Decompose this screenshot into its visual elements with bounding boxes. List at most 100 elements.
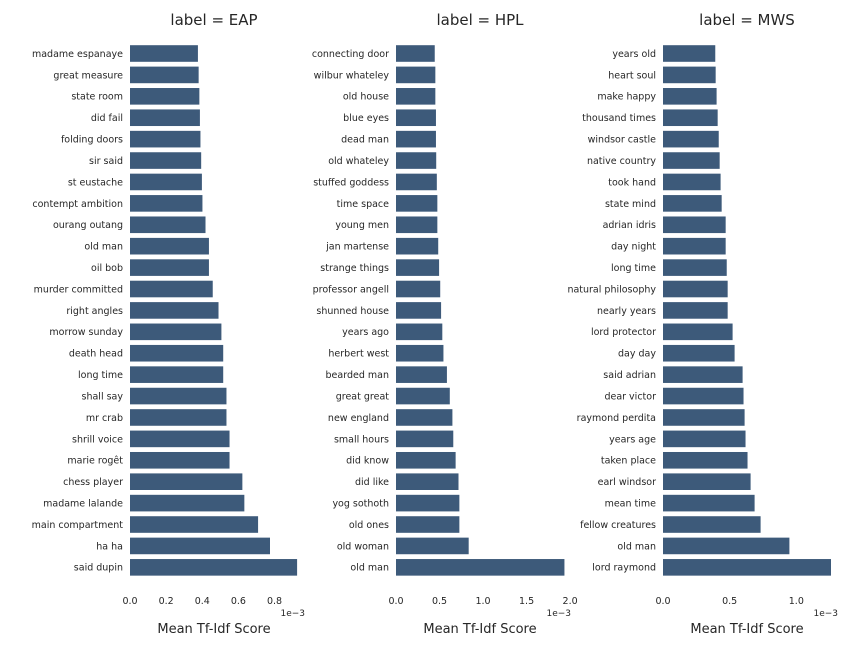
category-label-8: young men <box>335 220 389 231</box>
bar-1 <box>663 66 716 84</box>
bar-16 <box>396 387 450 405</box>
x-tick-label-4: 0.8 <box>267 596 282 607</box>
category-label-0: years old <box>612 49 656 60</box>
category-label-20: chess player <box>63 477 123 488</box>
bar-13 <box>396 323 443 341</box>
category-label-4: folding doors <box>61 135 123 146</box>
bar-12 <box>130 302 219 319</box>
category-label-19: did know <box>346 456 389 467</box>
bar-2 <box>663 88 717 105</box>
category-label-23: ha ha <box>96 541 123 552</box>
category-label-4: windsor castle <box>588 135 657 146</box>
category-label-21: yog sothoth <box>332 499 389 510</box>
bar-18 <box>663 430 746 448</box>
bar-11 <box>396 280 441 298</box>
category-label-2: state room <box>71 92 123 103</box>
category-label-15: bearded man <box>326 370 389 381</box>
category-label-6: took hand <box>608 177 656 188</box>
bar-14 <box>130 344 224 362</box>
chart-title: label = HPL <box>436 11 524 29</box>
bar-17 <box>396 409 453 426</box>
category-label-17: new england <box>328 413 389 424</box>
bar-22 <box>396 516 460 533</box>
category-label-16: great great <box>336 391 390 402</box>
category-label-21: mean time <box>605 499 657 510</box>
category-label-9: day night <box>611 242 656 253</box>
bar-7 <box>396 195 438 212</box>
x-tick-label-4: 2.0 <box>563 596 578 607</box>
category-label-3: blue eyes <box>343 113 389 124</box>
category-label-13: lord protector <box>591 327 656 338</box>
category-label-7: contempt ambition <box>32 199 123 210</box>
bar-21 <box>663 494 755 512</box>
category-label-24: lord raymond <box>592 563 656 574</box>
category-label-12: nearly years <box>597 306 656 317</box>
category-label-14: day day <box>618 349 656 360</box>
category-label-5: old whateley <box>328 156 389 167</box>
bar-3 <box>663 109 718 127</box>
bar-11 <box>130 280 213 298</box>
category-label-19: marie rogêt <box>67 456 123 467</box>
x-tick-label-1: 0.2 <box>159 596 174 607</box>
bar-9 <box>663 237 726 255</box>
bar-23 <box>663 537 790 555</box>
bar-19 <box>663 451 748 469</box>
bar-11 <box>663 280 728 298</box>
category-label-12: right angles <box>66 306 123 317</box>
x-scale-label: 1e−3 <box>813 609 838 619</box>
bar-6 <box>130 173 202 191</box>
category-label-5: native country <box>587 156 656 167</box>
bar-1 <box>130 66 199 84</box>
bar-0 <box>396 45 435 62</box>
bar-23 <box>396 537 469 555</box>
bar-23 <box>130 537 270 555</box>
bar-13 <box>663 323 733 341</box>
category-label-2: make happy <box>597 92 656 103</box>
bar-4 <box>130 130 201 148</box>
bar-7 <box>663 195 722 212</box>
category-label-19: taken place <box>601 456 656 467</box>
category-label-13: years ago <box>342 327 389 338</box>
category-label-14: death head <box>69 349 123 360</box>
bar-20 <box>663 473 751 490</box>
x-scale-label: 1e−3 <box>546 609 571 619</box>
bar-22 <box>130 516 259 533</box>
bar-10 <box>663 259 727 276</box>
category-label-0: madame espanaye <box>32 49 123 60</box>
bar-20 <box>130 473 243 490</box>
category-label-16: dear victor <box>604 391 656 402</box>
category-label-15: said adrian <box>603 370 656 381</box>
bar-12 <box>396 302 442 319</box>
bar-14 <box>396 344 444 362</box>
category-label-17: mr crab <box>86 413 123 424</box>
category-label-18: shrill voice <box>72 434 123 445</box>
category-label-9: jan martense <box>325 242 389 253</box>
bar-1 <box>396 66 436 84</box>
bar-5 <box>663 152 720 169</box>
category-label-0: connecting door <box>312 49 389 60</box>
bar-5 <box>396 152 437 169</box>
category-label-6: stuffed goddess <box>313 177 389 188</box>
category-label-22: old ones <box>349 520 389 531</box>
category-label-1: great measure <box>53 70 123 81</box>
category-label-7: time space <box>337 199 390 210</box>
category-label-7: state mind <box>605 199 656 210</box>
bar-19 <box>396 451 456 469</box>
category-label-1: wilbur whateley <box>314 70 390 81</box>
bar-14 <box>663 344 735 362</box>
category-label-23: old woman <box>337 541 389 552</box>
x-axis-label: Mean Tf-Idf Score <box>157 622 270 637</box>
x-axis-label: Mean Tf-Idf Score <box>423 622 536 637</box>
bar-3 <box>396 109 436 127</box>
category-label-5: sir said <box>89 156 123 167</box>
x-tick-label-2: 1.0 <box>789 596 804 607</box>
category-label-1: heart soul <box>608 70 656 81</box>
category-label-8: adrian idris <box>603 220 656 231</box>
category-label-11: murder committed <box>34 284 123 295</box>
category-label-24: said dupin <box>74 563 123 574</box>
category-label-23: old man <box>617 541 656 552</box>
category-label-18: years age <box>609 434 656 445</box>
bar-16 <box>130 387 227 405</box>
bar-0 <box>663 45 716 62</box>
category-label-3: thousand times <box>582 113 656 124</box>
